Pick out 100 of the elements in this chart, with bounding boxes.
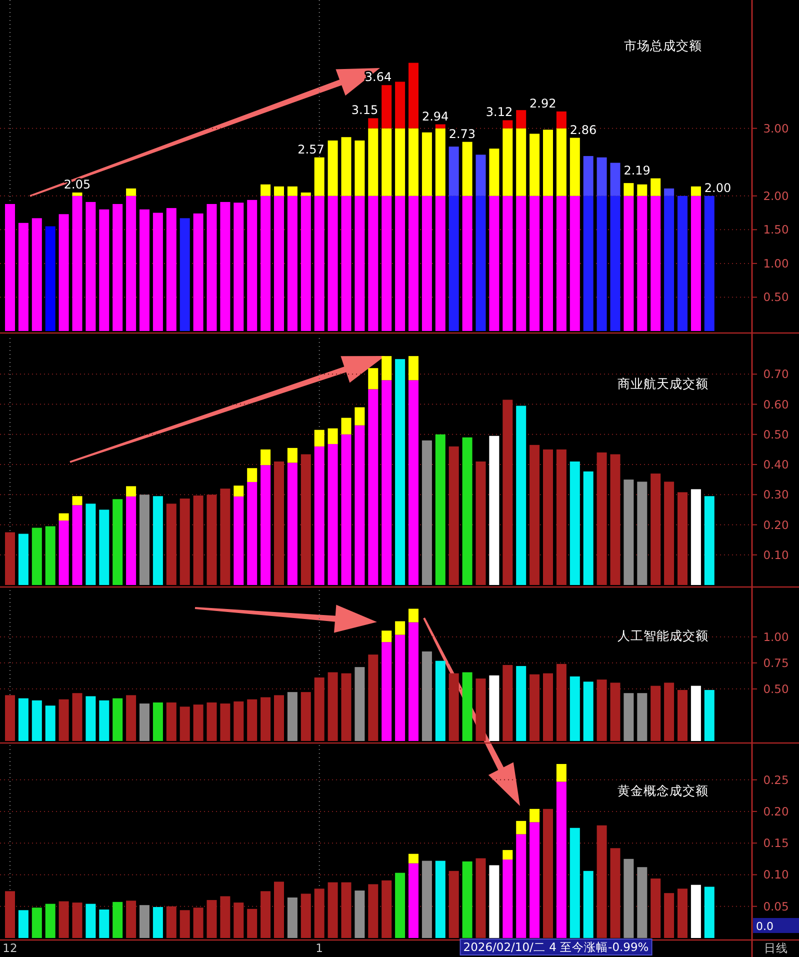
bar <box>260 184 271 196</box>
bar <box>690 884 701 938</box>
bar <box>140 209 150 331</box>
total-label: 3.12 <box>486 105 513 120</box>
bar <box>690 489 701 585</box>
bar <box>86 696 96 741</box>
bar <box>596 157 607 196</box>
y-tick-label: 1.00 <box>763 256 789 270</box>
bar <box>664 188 674 196</box>
bar <box>287 448 298 463</box>
bar <box>408 356 418 380</box>
bar <box>502 860 513 938</box>
bar <box>45 904 56 938</box>
bar <box>354 407 365 426</box>
bar <box>570 676 580 741</box>
bar <box>368 196 378 331</box>
bar <box>328 196 338 331</box>
bar <box>72 196 82 331</box>
total-label: 2.19 <box>624 163 650 178</box>
bar <box>530 196 540 331</box>
bar <box>32 218 42 331</box>
bar <box>650 178 661 196</box>
bar <box>489 436 500 585</box>
bar <box>152 496 163 585</box>
bar <box>72 192 82 196</box>
bar <box>408 854 418 864</box>
text: 0.0 <box>756 920 774 933</box>
bar <box>354 196 365 331</box>
bar <box>516 406 526 585</box>
bar <box>408 608 418 622</box>
bar <box>489 196 500 331</box>
bar <box>435 196 446 331</box>
bar <box>502 196 513 331</box>
bar <box>18 910 28 938</box>
bar <box>435 124 446 128</box>
bar <box>690 196 701 331</box>
bar <box>408 863 418 938</box>
bar <box>502 850 513 860</box>
bar <box>247 482 258 585</box>
x-tick-label: 12 <box>2 941 18 955</box>
bar <box>678 196 688 331</box>
bar <box>140 905 150 938</box>
bar <box>314 446 324 585</box>
bar <box>583 196 594 331</box>
bar <box>704 496 714 585</box>
total-label: 2.05 <box>64 178 91 192</box>
bar <box>140 494 150 585</box>
bar <box>126 188 136 196</box>
y-tick-label: 0.15 <box>763 836 789 850</box>
bar <box>58 214 69 331</box>
bar <box>354 667 365 741</box>
bar <box>193 213 204 331</box>
bar <box>368 118 378 128</box>
bar <box>637 184 648 196</box>
bar <box>637 867 648 938</box>
bar <box>422 440 432 585</box>
bar <box>86 202 96 331</box>
bar <box>476 858 486 938</box>
bar <box>543 196 553 331</box>
bar <box>328 444 338 585</box>
bar <box>408 196 418 331</box>
bar <box>328 428 338 444</box>
text: 市场总成交额 <box>624 38 702 53</box>
y-tick-label: 0.70 <box>763 367 789 382</box>
bar <box>395 196 406 331</box>
bar <box>556 196 566 331</box>
bar <box>476 154 486 196</box>
y-tick-label: 1.00 <box>763 630 789 644</box>
bar <box>556 128 566 196</box>
bar <box>422 132 432 196</box>
bar <box>422 196 432 331</box>
y-tick-label: 2.00 <box>763 188 789 203</box>
total-label: 2.57 <box>298 142 324 156</box>
bar <box>516 110 526 128</box>
bar <box>72 505 82 585</box>
bar <box>462 196 472 331</box>
bar <box>152 906 163 938</box>
bar <box>86 904 96 938</box>
total-label: 2.73 <box>448 126 476 141</box>
y-tick-label: 0.25 <box>763 772 789 787</box>
total-label: 2.92 <box>530 96 556 110</box>
bar <box>18 222 28 331</box>
bar <box>408 128 418 196</box>
bar <box>637 693 648 741</box>
bar <box>287 898 298 938</box>
bar <box>583 156 594 196</box>
bar <box>596 825 607 938</box>
bar <box>247 200 258 331</box>
bar <box>395 359 406 585</box>
bar <box>516 820 526 834</box>
bar <box>489 675 500 741</box>
bar <box>368 128 378 196</box>
y-tick-label: 0.05 <box>763 899 789 914</box>
bar <box>435 128 446 196</box>
bar <box>704 196 714 331</box>
bar <box>260 196 271 331</box>
bar <box>99 209 110 331</box>
bar <box>395 634 406 741</box>
bar <box>287 692 298 741</box>
bar <box>206 204 217 331</box>
